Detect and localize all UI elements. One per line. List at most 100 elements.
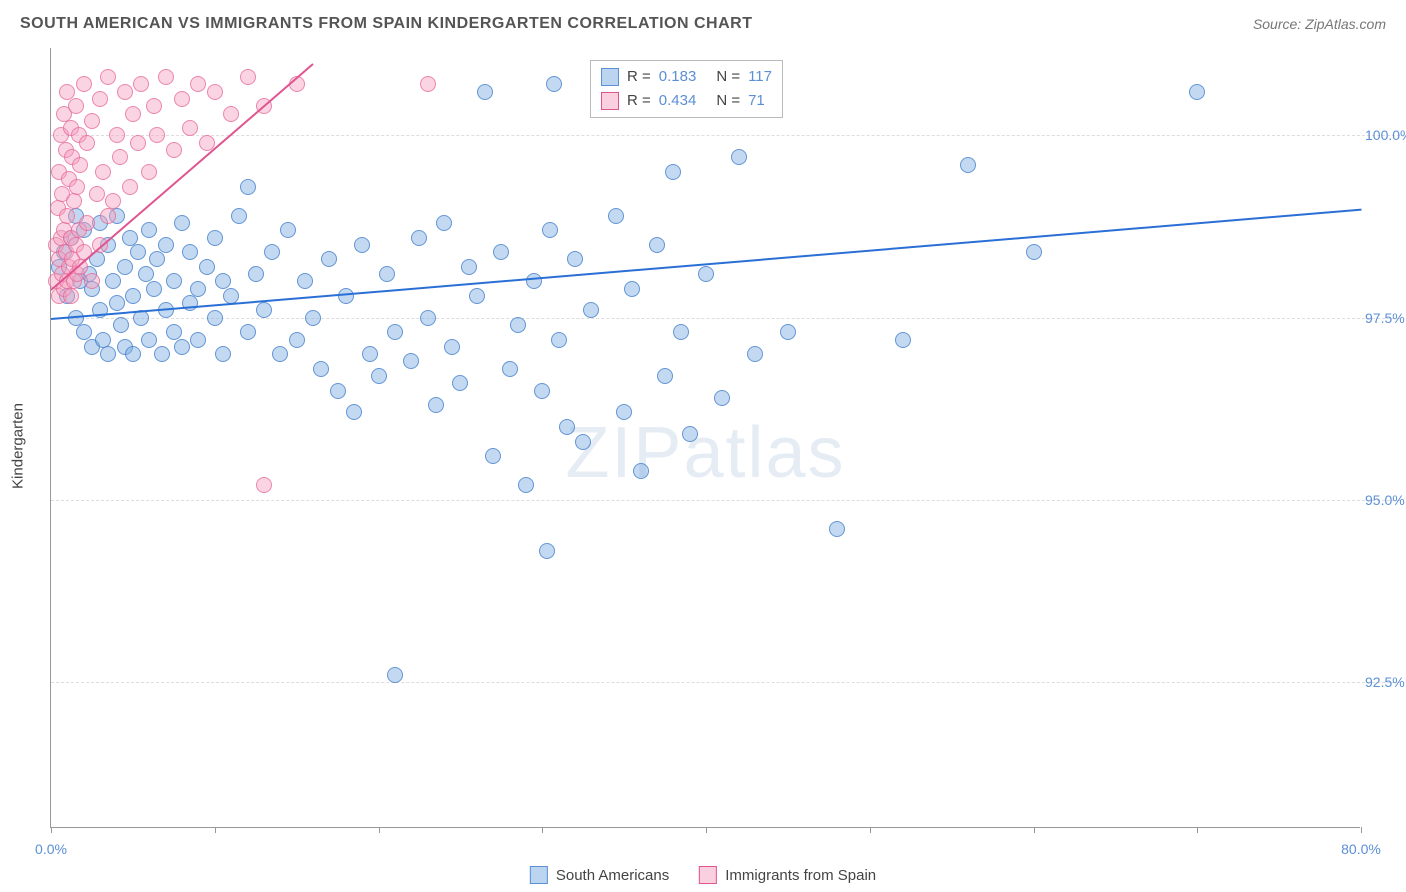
data-point: [149, 127, 165, 143]
legend-n-label: N =: [716, 65, 740, 89]
data-point: [125, 106, 141, 122]
data-point: [387, 667, 403, 683]
data-point: [444, 339, 460, 355]
data-point: [362, 346, 378, 362]
data-point: [633, 463, 649, 479]
data-point: [125, 288, 141, 304]
data-point: [182, 120, 198, 136]
data-point: [256, 477, 272, 493]
data-point: [207, 84, 223, 100]
data-point: [534, 383, 550, 399]
chart-title: SOUTH AMERICAN VS IMMIGRANTS FROM SPAIN …: [20, 15, 752, 33]
legend-label: Immigrants from Spain: [725, 867, 876, 884]
data-point: [149, 251, 165, 267]
legend-n-value: 117: [748, 65, 772, 89]
data-point: [95, 332, 111, 348]
legend-swatch: [530, 866, 548, 884]
gridline: [51, 135, 1400, 136]
legend-n-label: N =: [716, 89, 740, 113]
data-point: [546, 76, 562, 92]
data-point: [436, 215, 452, 231]
data-point: [207, 230, 223, 246]
data-point: [84, 113, 100, 129]
legend-r-value: 0.183: [659, 65, 697, 89]
data-point: [747, 346, 763, 362]
data-point: [166, 324, 182, 340]
data-point: [89, 186, 105, 202]
data-point: [354, 237, 370, 253]
gridline: [51, 318, 1400, 319]
data-point: [146, 281, 162, 297]
data-point: [122, 179, 138, 195]
legend-row: R = 0.183 N = 117: [601, 65, 772, 89]
gridline: [51, 682, 1400, 683]
data-point: [575, 434, 591, 450]
watermark: ZIPatlas: [565, 412, 845, 494]
data-point: [780, 324, 796, 340]
x-tick: [379, 827, 380, 833]
data-point: [960, 157, 976, 173]
legend-r-label: R =: [627, 65, 651, 89]
data-point: [657, 368, 673, 384]
legend-item: South Americans: [530, 866, 669, 884]
data-point: [231, 208, 247, 224]
y-tick-label: 95.0%: [1365, 492, 1406, 508]
data-point: [1026, 244, 1042, 260]
scatter-plot-area: ZIPatlas 92.5%95.0%97.5%100.0%0.0%80.0%: [50, 48, 1360, 828]
data-point: [141, 332, 157, 348]
data-point: [248, 266, 264, 282]
data-point: [84, 273, 100, 289]
data-point: [100, 69, 116, 85]
data-point: [829, 521, 845, 537]
data-point: [122, 230, 138, 246]
data-point: [616, 404, 632, 420]
watermark-atlas: atlas: [683, 413, 845, 493]
data-point: [138, 266, 154, 282]
data-point: [190, 76, 206, 92]
stats-legend: R = 0.183N = 117R = 0.434N = 71: [590, 60, 783, 118]
data-point: [518, 477, 534, 493]
data-point: [240, 324, 256, 340]
data-point: [665, 164, 681, 180]
legend-swatch: [601, 92, 619, 110]
data-point: [100, 346, 116, 362]
data-point: [673, 324, 689, 340]
data-point: [731, 149, 747, 165]
data-point: [133, 76, 149, 92]
y-axis-label: Kindergarten: [10, 403, 27, 489]
data-point: [105, 273, 121, 289]
data-point: [1189, 84, 1205, 100]
chart-source: Source: ZipAtlas.com: [1253, 16, 1386, 32]
data-point: [190, 332, 206, 348]
data-point: [289, 332, 305, 348]
data-point: [583, 302, 599, 318]
legend-item: Immigrants from Spain: [699, 866, 876, 884]
data-point: [76, 324, 92, 340]
data-point: [207, 310, 223, 326]
data-point: [428, 397, 444, 413]
data-point: [215, 346, 231, 362]
legend-n-value: 71: [748, 89, 765, 113]
data-point: [92, 91, 108, 107]
data-point: [158, 237, 174, 253]
data-point: [109, 127, 125, 143]
data-point: [130, 135, 146, 151]
x-tick: [51, 827, 52, 833]
data-point: [174, 339, 190, 355]
data-point: [100, 208, 116, 224]
data-point: [682, 426, 698, 442]
data-point: [158, 69, 174, 85]
legend-swatch: [601, 68, 619, 86]
data-point: [420, 310, 436, 326]
data-point: [485, 448, 501, 464]
data-point: [240, 179, 256, 195]
data-point: [79, 135, 95, 151]
x-tick: [1034, 827, 1035, 833]
data-point: [321, 251, 337, 267]
data-point: [59, 84, 75, 100]
data-point: [461, 259, 477, 275]
data-point: [559, 419, 575, 435]
data-point: [608, 208, 624, 224]
data-point: [346, 404, 362, 420]
data-point: [105, 193, 121, 209]
